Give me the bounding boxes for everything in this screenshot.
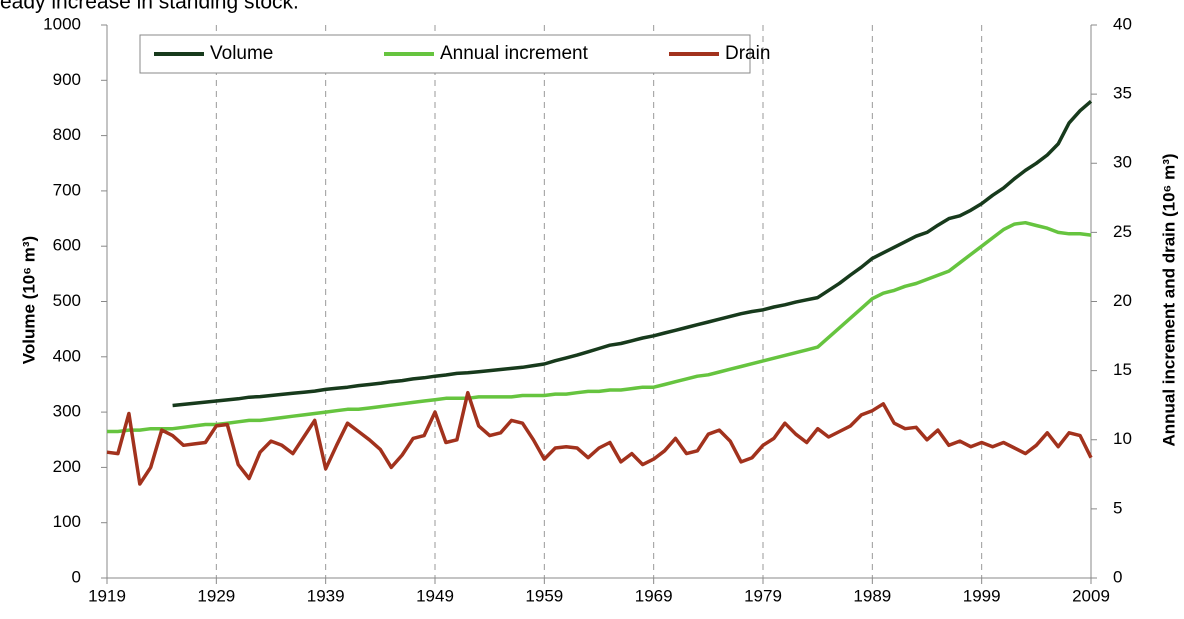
x-tick-label: 1929 [197, 586, 235, 605]
x-tick-label: 1959 [525, 586, 563, 605]
legend-box [139, 34, 751, 74]
y2-tick-label: 20 [1113, 291, 1132, 310]
y-tick-label: 200 [53, 457, 81, 476]
x-tick-label: 2009 [1072, 586, 1110, 605]
legend-label: Annual increment [440, 43, 589, 64]
y2-tick-label: 5 [1113, 498, 1122, 517]
y-tick-label: 400 [53, 346, 81, 365]
x-tick-label: 1969 [635, 586, 673, 605]
series-line [107, 220, 1092, 434]
x-tick-label: 1949 [416, 586, 454, 605]
y2-tick-label: 30 [1113, 153, 1132, 172]
legend-label: Drain [725, 43, 770, 64]
legend-label: Volume [210, 43, 273, 64]
y-tick-label: 800 [53, 125, 81, 144]
heading: eady increase in standing stock. [0, 0, 299, 14]
y2-tick-label: 10 [1113, 429, 1132, 448]
y-tick-label: 900 [53, 70, 81, 89]
y2-axis-label: Annual increment and drain (10⁶ m³) [1159, 153, 1178, 446]
series-line [106, 390, 1093, 486]
y-tick-label: 600 [53, 236, 81, 255]
x-tick-label: 1999 [963, 586, 1001, 605]
x-tick-label: 1989 [853, 586, 891, 605]
y-tick-label: 500 [53, 291, 81, 310]
y2-tick-label: 40 [1113, 14, 1132, 33]
x-tick-label: 1919 [88, 586, 126, 605]
y-tick-label: 1000 [43, 14, 81, 33]
y2-tick-label: 15 [1113, 360, 1132, 379]
y-tick-label: 700 [53, 180, 81, 199]
y-tick-label: 100 [53, 512, 81, 531]
y-tick-label: 0 [72, 567, 81, 586]
y-axis-label: Volume (10⁶ m³) [19, 236, 38, 364]
y-tick-label: 300 [53, 402, 81, 421]
y2-tick-label: 0 [1113, 567, 1122, 586]
x-tick-label: 1979 [744, 586, 782, 605]
x-tick-label: 1939 [307, 586, 345, 605]
y2-tick-label: 35 [1113, 84, 1132, 103]
series-line [172, 99, 1093, 408]
y2-tick-label: 25 [1113, 222, 1132, 241]
